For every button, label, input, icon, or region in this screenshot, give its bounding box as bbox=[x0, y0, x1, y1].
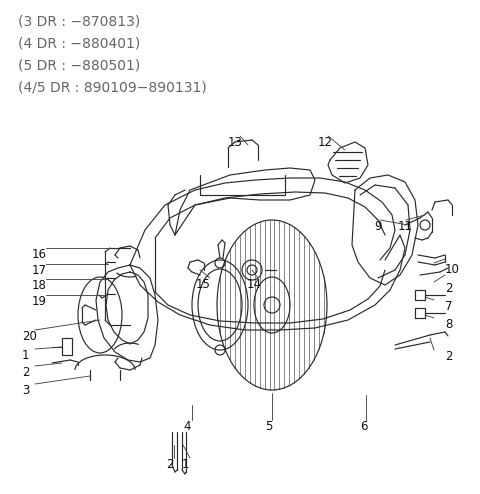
Text: 9: 9 bbox=[374, 220, 382, 233]
Text: 20: 20 bbox=[22, 330, 37, 343]
Text: 16: 16 bbox=[32, 248, 47, 261]
Text: 2: 2 bbox=[445, 350, 453, 363]
Text: 1: 1 bbox=[182, 458, 190, 471]
Text: 10: 10 bbox=[445, 263, 460, 276]
Text: 14: 14 bbox=[247, 278, 262, 291]
Text: 18: 18 bbox=[32, 279, 47, 292]
Text: 3: 3 bbox=[22, 384, 29, 397]
Text: 12: 12 bbox=[318, 136, 333, 149]
Text: 2: 2 bbox=[445, 282, 453, 295]
Text: (3 DR : −870813): (3 DR : −870813) bbox=[18, 14, 140, 28]
Text: 11: 11 bbox=[398, 220, 413, 233]
Text: 8: 8 bbox=[445, 318, 452, 331]
Text: 4: 4 bbox=[183, 420, 191, 433]
Text: (5 DR : −880501): (5 DR : −880501) bbox=[18, 58, 140, 72]
Text: 2: 2 bbox=[22, 366, 29, 379]
Text: (4 DR : −880401): (4 DR : −880401) bbox=[18, 36, 140, 50]
Text: (4/5 DR : 890109−890131): (4/5 DR : 890109−890131) bbox=[18, 80, 207, 94]
Text: 6: 6 bbox=[360, 420, 368, 433]
Text: 13: 13 bbox=[228, 136, 243, 149]
Text: 15: 15 bbox=[196, 278, 211, 291]
Text: 7: 7 bbox=[445, 300, 453, 313]
Text: 5: 5 bbox=[265, 420, 272, 433]
Text: 19: 19 bbox=[32, 295, 47, 308]
Text: 2: 2 bbox=[166, 458, 173, 471]
Text: 17: 17 bbox=[32, 264, 47, 277]
Text: 1: 1 bbox=[22, 349, 29, 362]
